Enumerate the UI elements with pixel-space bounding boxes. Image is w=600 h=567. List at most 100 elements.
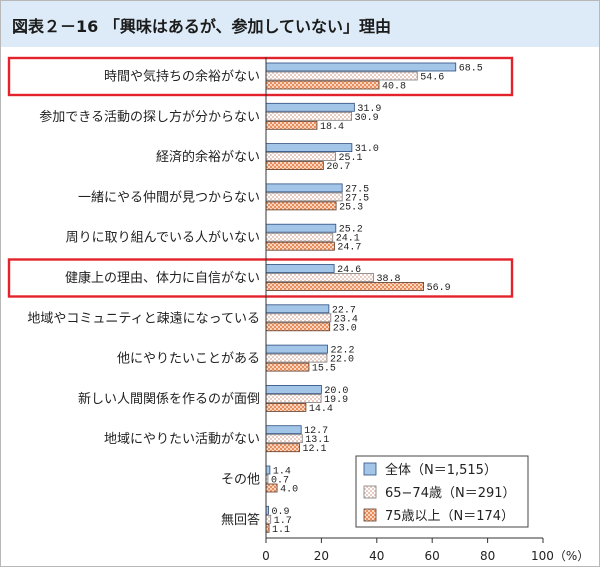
bar-series-1 [265,425,302,435]
data-label: 22.2 [330,346,354,357]
bar-series-3 [265,241,335,251]
bar-series-2 [265,152,336,162]
category-group: 周りに取り組んでいる人がいない 25.224.124.7 [66,223,363,254]
bar-series-2 [265,353,328,363]
data-label: 25.3 [339,202,363,213]
bar-series-1 [265,304,330,314]
data-label: 0.7 [271,476,289,487]
bar-series-3 [265,402,307,412]
bar-series-1 [265,102,355,112]
bar-series-3 [265,201,337,211]
legend-item: 全体（N＝1,515） [363,462,497,478]
data-label: 40.8 [382,82,406,93]
data-label: 18.4 [320,122,344,133]
category-label: 無回答 [221,512,260,528]
legend-label: 75歳以上（N＝174） [385,509,514,524]
data-label: 56.9 [427,283,451,294]
category-group: 時間や気持ちの余裕がない 68.5 54.6 40.8 [104,62,483,93]
data-label: 1.1 [272,525,290,536]
legend-label: 65−74歳（N＝291） [385,486,516,501]
bar-series-2 [265,111,352,121]
bar-series-2 [265,434,303,444]
x-tick-label: 40 [369,549,384,563]
x-tick-label: 0 [262,549,270,563]
data-label: 30.9 [355,113,379,124]
category-label: 参加できる活動の探し方が分からない [39,109,260,125]
data-label: 24.7 [337,243,361,254]
bar-series-1 [265,465,271,475]
bar-series-2 [265,192,343,202]
bar-series-2 [265,313,332,323]
data-label: 20.7 [326,162,350,173]
data-label: 12.7 [304,426,328,437]
category-group: 経済的余裕がない 31.025.120.7 [156,143,379,173]
bar-series-2 [265,273,374,282]
data-label: 19.9 [324,395,348,406]
data-label: 38.8 [376,274,400,285]
legend-label: 全体（N＝1,515） [385,462,497,478]
data-label: 24.1 [336,234,360,245]
data-label: 23.0 [333,323,357,334]
highlight-layer [7,56,514,298]
bar-series-2 [265,71,418,81]
data-label: 22.7 [332,305,356,316]
category-label: 一緒にやる仲間が見つからない [78,190,260,205]
category-group: 参加できる活動の探し方が分からない 31.930.9 18.4 [39,102,381,133]
data-label: 54.6 [420,73,444,84]
data-label: 31.9 [357,104,381,115]
data-label: 31.0 [355,144,379,155]
category-label: 地域やコミュニティと疎遠になっている [27,311,260,326]
bar-series-3 [265,80,380,90]
data-label: 0.9 [271,507,289,518]
bar-series-1 [265,223,337,233]
data-label: 1.7 [274,516,292,527]
category-group: 地域やコミュニティと疎遠になっている 22.723.423.0 [27,304,358,334]
bar-series-2 [265,514,272,524]
category-label: 地域にやりたい活動がない [104,432,260,447]
bar-series-3 [265,443,300,453]
bar-series-3 [265,282,425,291]
category-group: 無回答 0.91.71.1 [221,505,292,536]
legend-swatch [363,508,377,522]
data-label: 20.0 [324,386,348,397]
data-label: 15.5 [312,364,336,375]
category-label: 他にやりたいことがある [117,352,260,367]
category-label: 周りに取り組んでいる人がいない [66,231,260,246]
bar-series-1 [265,183,343,193]
bar-series-3 [265,161,324,171]
data-label: 27.5 [345,193,369,204]
legend: 全体（N＝1,515） 65−74歳（N＝291） 75歳以上（N＝174） [355,455,529,528]
bar-series-1 [265,264,335,273]
data-label: 4.0 [280,485,298,496]
data-label: 22.0 [330,355,354,366]
category-group: その他 1.40.74.0 [221,465,298,496]
legend-box [355,455,529,528]
data-label: 25.2 [339,225,363,236]
bar-series-1 [265,344,328,354]
highlight-box [7,258,514,298]
legend-swatch [363,485,377,499]
bar-series-2 [265,232,334,242]
axes-layer: 0 20 40 60 80 100（%） [262,57,589,563]
data-label: 23.4 [334,314,358,325]
bars-layer: 時間や気持ちの余裕がない68.554.640.8参加できる活動の探し方が分からな… [27,62,483,536]
bar-series-1 [265,384,322,394]
category-label: 新しい人間関係を作るのが面倒 [78,391,260,407]
bar-series-1 [265,62,457,72]
x-tick-label: 60 [425,549,440,563]
x-tick-label: 80 [480,549,495,563]
data-label: 12.1 [303,444,327,455]
bar-series-3 [265,322,331,332]
legend-item: 65−74歳（N＝291） [363,485,516,501]
category-group: 新しい人間関係を作るのが面倒 20.019.914.4 [78,384,348,415]
bar-series-2 [265,393,322,403]
data-label: 13.1 [305,435,329,446]
data-label: 27.5 [345,184,369,195]
legend-swatch [363,462,377,476]
data-label: 25.1 [339,153,363,164]
category-group: 他にやりたいことがある 22.222.015.5 [117,344,355,375]
figure-header: 図表２－16 「興味はあるが、参加していない」理由 [0,0,600,47]
